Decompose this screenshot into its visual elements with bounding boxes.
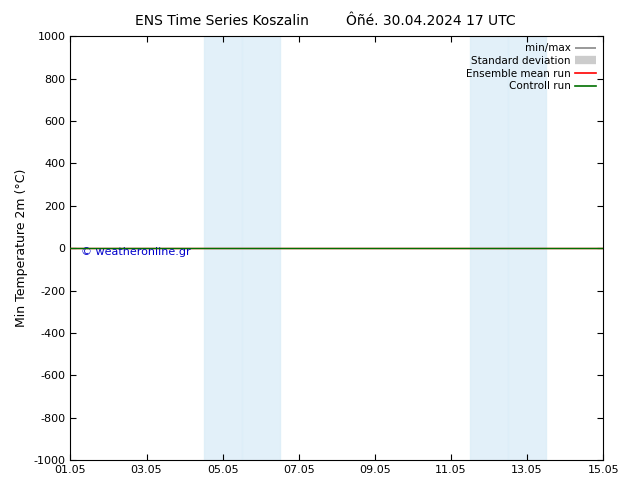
Text: ENS Time Series Koszalin: ENS Time Series Koszalin	[135, 14, 309, 28]
Text: © weatheronline.gr: © weatheronline.gr	[81, 247, 191, 257]
Text: Ôñé. 30.04.2024 17 UTC: Ôñé. 30.04.2024 17 UTC	[346, 14, 516, 28]
Bar	[204, 36, 242, 460]
Bar	[470, 36, 508, 460]
Y-axis label: Min Temperature 2m (°C): Min Temperature 2m (°C)	[15, 169, 28, 327]
Bar	[242, 36, 280, 460]
Bar	[508, 36, 546, 460]
Legend: min/max, Standard deviation, Ensemble mean run, Controll run: min/max, Standard deviation, Ensemble me…	[464, 41, 598, 93]
